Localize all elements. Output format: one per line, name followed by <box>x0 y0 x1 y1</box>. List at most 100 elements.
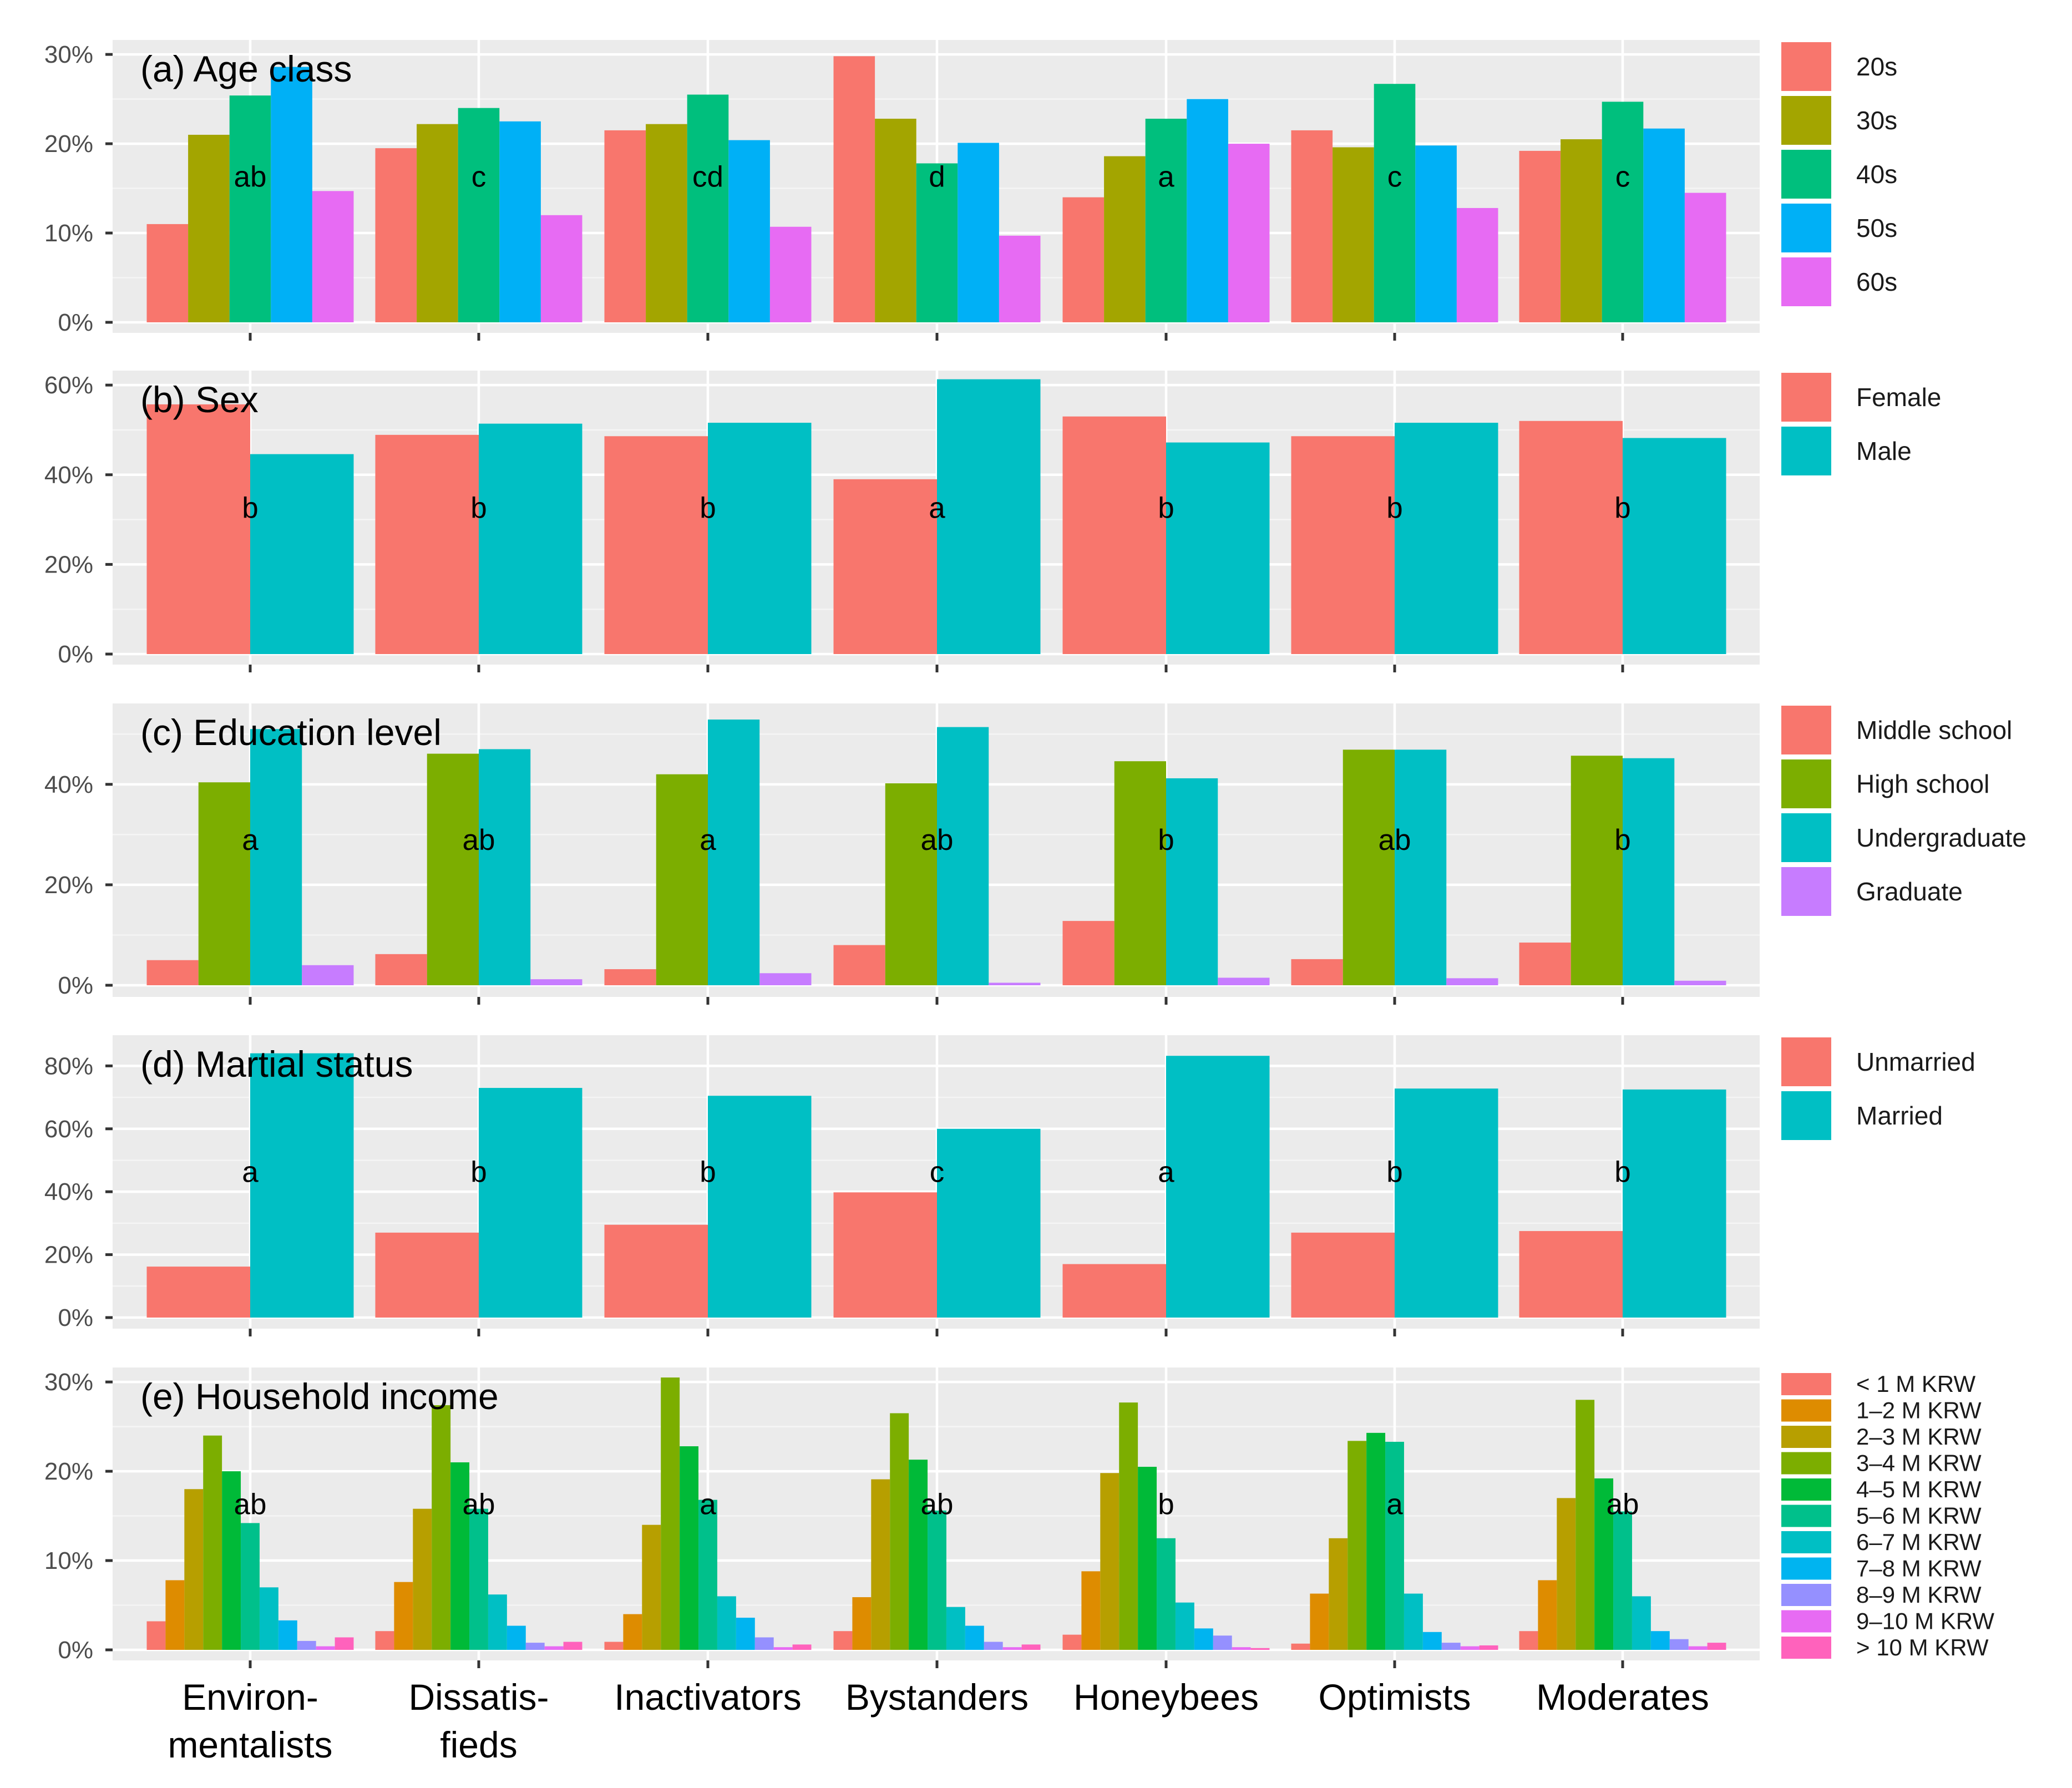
panel-e-bar <box>1213 1635 1232 1650</box>
panel-e-bar <box>241 1523 260 1650</box>
panel-d-bar <box>708 1096 812 1318</box>
panel-e-legend-label: 9–10 M KRW <box>1856 1608 1994 1634</box>
panel-a-legend-label: 60s <box>1856 267 1897 296</box>
panel-e-bar <box>1650 1631 1670 1650</box>
panel-e-legend-key <box>1781 1610 1831 1633</box>
panel-b-bar <box>708 423 812 654</box>
panel-e-bar <box>1138 1467 1157 1650</box>
panel-a-significance-label: c <box>1387 161 1402 194</box>
panel-e-bar <box>1557 1498 1576 1650</box>
panel-d-bar <box>1291 1232 1395 1318</box>
x-axis-category-label: Optimists <box>1318 1676 1471 1718</box>
panel-c-bar <box>885 783 937 985</box>
panel-a-bar <box>1415 145 1457 322</box>
panel-c-legend-label: High school <box>1856 769 1989 798</box>
panel-d-bar <box>833 1192 937 1318</box>
panel-d-bar <box>604 1224 708 1318</box>
panel-e-bar <box>852 1597 872 1650</box>
panel-a-legend-key <box>1781 150 1831 199</box>
panel-a-bar <box>1456 207 1498 322</box>
panel-b-bar <box>1519 421 1623 654</box>
panel-e-bar <box>1310 1593 1329 1650</box>
panel-a-legend-label: 50s <box>1856 214 1897 242</box>
panel-a-significance-label: c <box>472 161 487 194</box>
panel-e-bar <box>717 1596 736 1650</box>
panel-c-bar <box>1395 749 1447 985</box>
panel-e-bar <box>335 1637 354 1650</box>
panel-e-y-tick-label: 20% <box>44 1458 93 1485</box>
panel-a-legend-key <box>1781 42 1831 91</box>
panel-e-legend-key <box>1781 1399 1831 1422</box>
panel-d-y-tick-label: 40% <box>44 1178 93 1205</box>
panel-a-bar <box>958 143 999 322</box>
panel-a-bar <box>1187 99 1228 323</box>
panel-c-legend-label: Undergraduate <box>1856 823 2027 852</box>
panel-e-legend-label: < 1 M KRW <box>1856 1371 1975 1397</box>
panel-c-bar <box>1291 959 1343 985</box>
panel-d-significance-label: b <box>470 1156 487 1189</box>
panel-d-significance-label: b <box>700 1156 716 1189</box>
x-axis-labels: Environ-mentalists Dissatis-fieds Inactiva… <box>168 1676 1709 1765</box>
panel-a-y-tick-label: 10% <box>44 220 93 247</box>
panel-e-bar <box>890 1413 909 1650</box>
panel-e-bar <box>1347 1441 1367 1650</box>
panel-c-bar <box>1343 749 1395 985</box>
panel-d-bar <box>1166 1056 1270 1318</box>
panel-a-bar <box>229 95 271 322</box>
panel-c-bar <box>198 782 250 985</box>
panel-a-legend-key <box>1781 257 1831 306</box>
panel-c-bar <box>759 973 812 985</box>
panel-c-bar <box>604 969 656 985</box>
panel-b-bar <box>1062 416 1166 654</box>
panel-e-legend-key <box>1781 1531 1831 1553</box>
panel-e-bar <box>506 1625 526 1650</box>
panel-b-bar <box>937 379 1041 654</box>
panel-b-legend-label: Female <box>1856 383 1941 412</box>
panel-b-bar <box>833 479 937 654</box>
panel-e-legend-label: 1–2 M KRW <box>1856 1397 1982 1424</box>
panel-e-bar <box>203 1435 222 1650</box>
panel-a-bar <box>271 67 312 322</box>
panel-e-bar <box>1575 1400 1595 1650</box>
panel-e-bar <box>1366 1432 1386 1650</box>
panel-a-bar <box>188 134 230 322</box>
panel-e-bar <box>1422 1632 1442 1650</box>
panel-d-legend-label: Unmarried <box>1856 1047 1975 1076</box>
panel-b-legend-label: Male <box>1856 437 1912 465</box>
panel-c-bar <box>1114 761 1166 985</box>
panel-c-bar <box>1218 977 1270 985</box>
panel-a-bar <box>1291 130 1333 322</box>
panel-b-legend: Female Male <box>1781 373 1941 475</box>
panel-e-bar <box>1404 1593 1423 1650</box>
panel-e-legend-label: 5–6 M KRW <box>1856 1503 1982 1529</box>
panel-a-title: (a) Age class <box>140 48 352 89</box>
panel-b-y-tick-label: 60% <box>44 372 93 399</box>
panel-a-significance-label: a <box>1158 161 1174 194</box>
panel-a-legend-key <box>1781 204 1831 252</box>
panel-a-bar <box>769 226 812 322</box>
panel-e-legend-key <box>1781 1584 1831 1606</box>
panel-e-bar <box>1538 1580 1557 1650</box>
panel-e-title: (e) Household income <box>140 1376 499 1417</box>
panel-e-bar <box>1100 1473 1119 1650</box>
panel-e-significance-label: b <box>1158 1488 1174 1521</box>
panel-c-bar <box>479 749 531 985</box>
panel-c-bar <box>375 954 427 985</box>
panel-d-legend-label: Married <box>1856 1101 1943 1130</box>
panel-e-bar <box>773 1647 793 1650</box>
panel-a-significance-label: c <box>1615 161 1630 194</box>
panel-c-bar <box>530 979 582 985</box>
panel-e-bar <box>297 1640 316 1650</box>
panel-b-significance-label: b <box>470 492 487 525</box>
panel-e-legend-label: 6–7 M KRW <box>1856 1529 1982 1555</box>
panel-e-legend-key <box>1781 1557 1831 1580</box>
panel-e-legend-label: 2–3 M KRW <box>1856 1424 1982 1450</box>
panel-b-title: (b) Sex <box>140 379 259 420</box>
panel-b-bar <box>604 436 708 654</box>
panel-a-bar <box>458 108 500 322</box>
panel-c-y-tick-label: 20% <box>44 872 93 899</box>
panel-d-bar <box>146 1267 250 1318</box>
panel-a-bar <box>1104 156 1146 322</box>
panel-e-bar <box>1250 1648 1270 1650</box>
panel-b-significance-label: b <box>1614 492 1630 525</box>
